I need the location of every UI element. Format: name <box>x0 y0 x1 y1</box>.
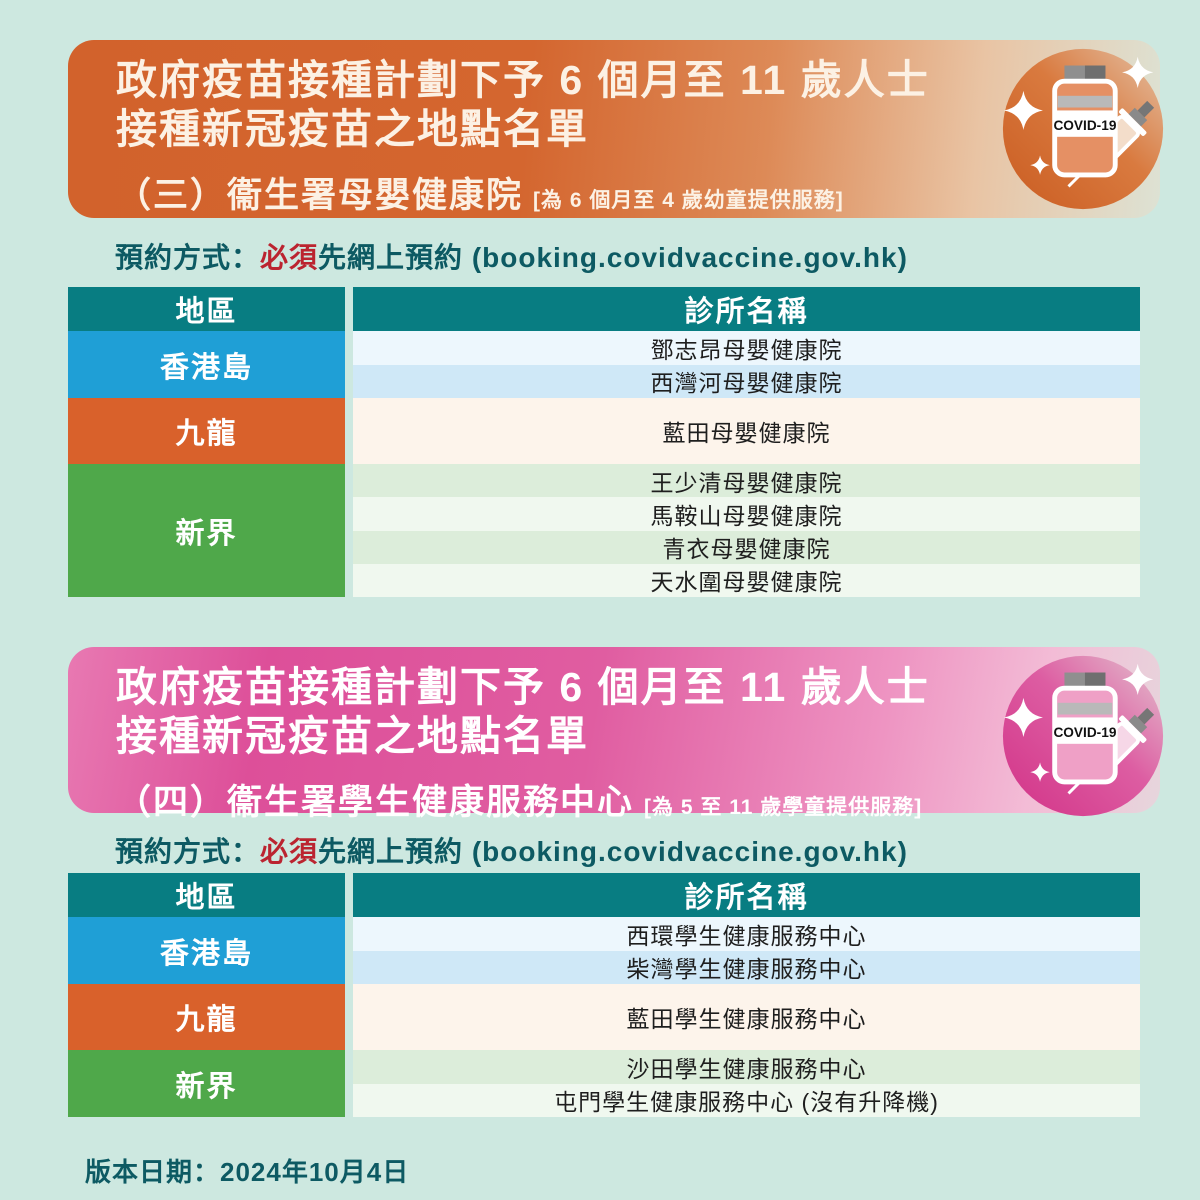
booking-note-2: 預約方式：必須先網上預約 (booking.covidvaccine.gov.h… <box>115 830 908 870</box>
booking-required-text: 必須 <box>260 836 319 867</box>
section-banner-1: 政府疫苗接種計劃下予 6 個月至 11 歲人士 接種新冠疫苗之地點名單 （三）衞… <box>68 40 1164 218</box>
booking-required-text: 必須 <box>260 242 319 273</box>
clinic-cell: 青衣母嬰健康院 <box>353 530 1140 564</box>
clinic-cell: 西灣河母嬰健康院 <box>353 364 1140 398</box>
region-cell: 新界 <box>68 1050 345 1117</box>
booking-prefix: 預約方式： <box>115 836 261 867</box>
region-cell: 九龍 <box>68 398 345 464</box>
covid-vaccine-icon: COVID-19 <box>1002 655 1164 817</box>
banner-title-line1: 政府疫苗接種計劃下予 6 個月至 11 歲人士 <box>116 664 930 710</box>
clinic-cell: 藍田母嬰健康院 <box>353 398 1140 464</box>
banner-text-1: 政府疫苗接種計劃下予 6 個月至 11 歲人士 接種新冠疫苗之地點名單 （三）衞… <box>116 56 930 218</box>
subtitle-note: [為 5 至 11 歲學童提供服務] <box>644 796 923 819</box>
clinic-cell: 沙田學生健康服務中心 <box>353 1050 1140 1084</box>
clinic-cell: 西環學生健康服務中心 <box>353 917 1140 951</box>
icon-covid-label: COVID-19 <box>1053 118 1116 133</box>
table-header-region: 地區 <box>68 873 345 917</box>
booking-note-1: 預約方式：必須先網上預約 (booking.covidvaccine.gov.h… <box>115 236 908 276</box>
sparkle-icon <box>1030 155 1050 175</box>
subtitle-text: （三）衞生署母嬰健康院 <box>116 176 524 215</box>
sparkle-icon <box>1003 697 1043 737</box>
booking-url: (booking.covidvaccine.gov.hk) <box>471 836 908 867</box>
clinic-cell: 柴灣學生健康服務中心 <box>353 950 1140 984</box>
banner-text-2: 政府疫苗接種計劃下予 6 個月至 11 歲人士 接種新冠疫苗之地點名單 （四）衞… <box>116 663 930 825</box>
icon-covid-label: COVID-19 <box>1053 725 1116 740</box>
subtitle-text: （四）衞生署學生健康服務中心 <box>116 783 635 822</box>
region-cell: 香港島 <box>68 917 345 984</box>
booking-prefix: 預約方式： <box>115 242 261 273</box>
booking-url: (booking.covidvaccine.gov.hk) <box>471 242 908 273</box>
sparkle-icon <box>1003 90 1043 130</box>
clinic-cell: 藍田學生健康服務中心 <box>353 984 1140 1050</box>
clinic-cell: 天水圍母嬰健康院 <box>353 563 1140 597</box>
sparkle-icon <box>1122 56 1154 88</box>
table-header-clinic: 診所名稱 <box>353 873 1140 917</box>
clinic-table-2: 地區 診所名稱 香港島 西環學生健康服務中心 柴灣學生健康服務中心 九龍 藍田學生健康服務中… <box>68 873 1140 1117</box>
banner-subtitle: （三）衞生署母嬰健康院 [為 6 個月至 4 歲幼童提供服務] <box>116 167 930 218</box>
sparkle-icon <box>1030 762 1050 782</box>
sparkle-icon <box>1122 663 1154 695</box>
covid-vaccine-icon: COVID-19 <box>1002 48 1164 210</box>
clinic-cell: 馬鞍山母嬰健康院 <box>353 497 1140 531</box>
banner-title-line1: 政府疫苗接種計劃下予 6 個月至 11 歲人士 <box>116 57 930 103</box>
booking-suffix: 先網上預約 <box>318 242 472 273</box>
banner-title-line2: 接種新冠疫苗之地點名單 <box>116 713 589 759</box>
clinic-cell: 屯門學生健康服務中心 (沒有升降機) <box>353 1083 1140 1117</box>
table-header-region: 地區 <box>68 287 345 331</box>
subtitle-note: [為 6 個月至 4 歲幼童提供服務] <box>533 189 844 212</box>
banner-subtitle: （四）衞生署學生健康服務中心 [為 5 至 11 歲學童提供服務] <box>116 774 930 825</box>
section-banner-2: 政府疫苗接種計劃下予 6 個月至 11 歲人士 接種新冠疫苗之地點名單 （四）衞… <box>68 647 1164 822</box>
version-date: 版本日期：2024年10月4日 <box>85 1157 410 1187</box>
region-cell: 新界 <box>68 464 345 597</box>
banner-title-line2: 接種新冠疫苗之地點名單 <box>116 106 589 152</box>
clinic-table-1: 地區 診所名稱 香港島 鄧志昂母嬰健康院 西灣河母嬰健康院 九龍 藍田母嬰健康院 新界 王少清母… <box>68 287 1140 597</box>
table-header-clinic: 診所名稱 <box>353 287 1140 331</box>
region-cell: 九龍 <box>68 984 345 1050</box>
vial-icon: COVID-19 <box>1052 672 1118 785</box>
booking-suffix: 先網上預約 <box>318 836 472 867</box>
vial-icon: COVID-19 <box>1052 65 1118 178</box>
region-cell: 香港島 <box>68 331 345 398</box>
clinic-cell: 王少清母嬰健康院 <box>353 464 1140 498</box>
clinic-cell: 鄧志昂母嬰健康院 <box>353 331 1140 365</box>
